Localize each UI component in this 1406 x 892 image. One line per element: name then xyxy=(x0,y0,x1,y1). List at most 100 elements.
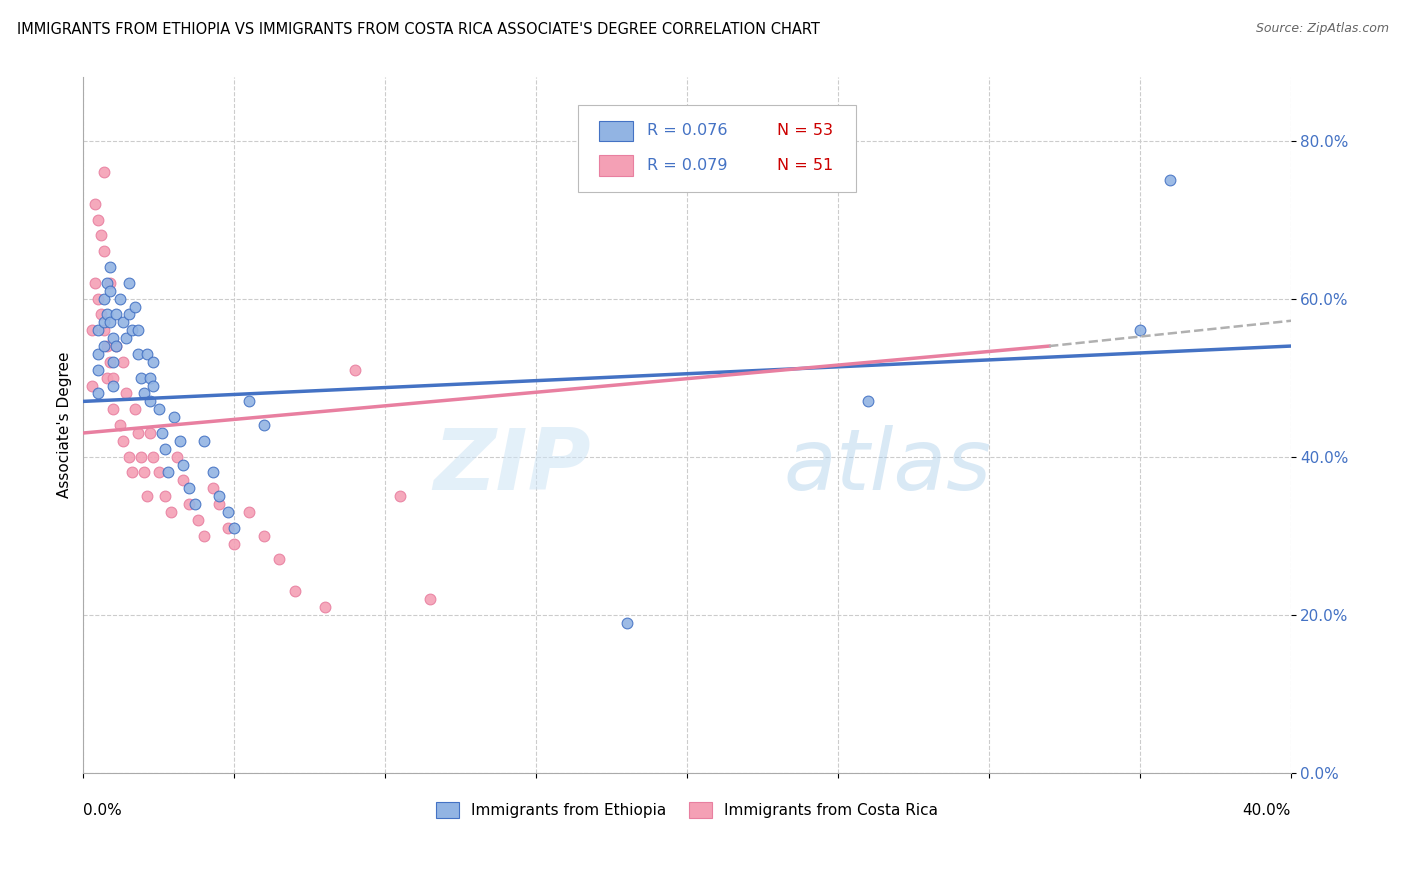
Point xyxy=(224,521,246,535)
Point xyxy=(132,466,155,480)
Point xyxy=(253,418,276,433)
Point xyxy=(142,450,165,464)
FancyBboxPatch shape xyxy=(578,105,856,192)
FancyBboxPatch shape xyxy=(599,120,633,142)
Point xyxy=(1129,323,1152,337)
Point xyxy=(90,228,112,243)
Point xyxy=(142,378,165,392)
Point xyxy=(93,165,115,179)
Point xyxy=(129,370,152,384)
Point xyxy=(148,466,170,480)
Point xyxy=(87,212,110,227)
Point xyxy=(177,481,200,495)
Point xyxy=(87,292,110,306)
Point xyxy=(202,481,225,495)
Point xyxy=(93,339,115,353)
Point xyxy=(124,300,146,314)
Point xyxy=(82,323,104,337)
Point xyxy=(177,497,200,511)
Point xyxy=(117,450,139,464)
Point xyxy=(124,402,146,417)
Point xyxy=(108,418,131,433)
Point xyxy=(84,276,107,290)
Point xyxy=(1159,173,1181,187)
Point xyxy=(84,197,107,211)
Point xyxy=(138,425,160,440)
Point xyxy=(121,323,143,337)
Point xyxy=(163,410,186,425)
Point xyxy=(105,308,128,322)
Point xyxy=(153,489,176,503)
Point xyxy=(193,529,215,543)
Point xyxy=(87,386,110,401)
Text: N = 53: N = 53 xyxy=(778,123,834,138)
Point xyxy=(187,513,209,527)
Point xyxy=(202,466,225,480)
Point xyxy=(208,489,231,503)
Point xyxy=(135,489,157,503)
Point xyxy=(114,331,136,345)
Point xyxy=(166,450,188,464)
Point xyxy=(105,339,128,353)
Point xyxy=(111,315,134,329)
Point xyxy=(217,505,239,519)
Text: IMMIGRANTS FROM ETHIOPIA VS IMMIGRANTS FROM COSTA RICA ASSOCIATE'S DEGREE CORREL: IMMIGRANTS FROM ETHIOPIA VS IMMIGRANTS F… xyxy=(17,22,820,37)
Legend: Immigrants from Ethiopia, Immigrants from Costa Rica: Immigrants from Ethiopia, Immigrants fro… xyxy=(430,796,945,824)
Point xyxy=(111,434,134,448)
Point xyxy=(87,347,110,361)
Point xyxy=(314,599,336,614)
Point xyxy=(389,489,412,503)
Point xyxy=(87,323,110,337)
Point xyxy=(100,276,122,290)
Point xyxy=(96,276,118,290)
Point xyxy=(127,425,149,440)
Point xyxy=(93,244,115,259)
Point xyxy=(93,292,115,306)
Point xyxy=(100,315,122,329)
Point xyxy=(150,425,173,440)
Point xyxy=(343,363,366,377)
Point xyxy=(129,450,152,464)
Point xyxy=(856,394,879,409)
Point xyxy=(96,370,118,384)
Point xyxy=(90,308,112,322)
Point xyxy=(284,584,307,599)
Point xyxy=(103,331,125,345)
Point xyxy=(142,355,165,369)
Point xyxy=(253,529,276,543)
Point xyxy=(127,323,149,337)
Point xyxy=(103,355,125,369)
Point xyxy=(153,442,176,456)
Point xyxy=(93,323,115,337)
Point xyxy=(172,474,194,488)
Text: atlas: atlas xyxy=(783,425,991,508)
Point xyxy=(224,536,246,550)
Point xyxy=(105,339,128,353)
Point xyxy=(148,402,170,417)
Point xyxy=(121,466,143,480)
Point xyxy=(138,370,160,384)
Point xyxy=(117,308,139,322)
Point xyxy=(96,339,118,353)
Point xyxy=(93,315,115,329)
Point xyxy=(100,260,122,274)
Point xyxy=(103,370,125,384)
Point xyxy=(269,552,291,566)
Point xyxy=(114,386,136,401)
Point xyxy=(184,497,207,511)
Text: Source: ZipAtlas.com: Source: ZipAtlas.com xyxy=(1256,22,1389,36)
Point xyxy=(419,591,441,606)
Text: 0.0%: 0.0% xyxy=(83,804,122,818)
Y-axis label: Associate's Degree: Associate's Degree xyxy=(58,351,72,499)
Point xyxy=(100,355,122,369)
Point xyxy=(132,386,155,401)
Text: N = 51: N = 51 xyxy=(778,158,834,173)
Point xyxy=(96,308,118,322)
Point xyxy=(103,378,125,392)
Point xyxy=(217,521,239,535)
Point xyxy=(616,615,638,630)
Text: ZIP: ZIP xyxy=(433,425,591,508)
Point xyxy=(238,505,260,519)
Point xyxy=(100,284,122,298)
Point xyxy=(135,347,157,361)
